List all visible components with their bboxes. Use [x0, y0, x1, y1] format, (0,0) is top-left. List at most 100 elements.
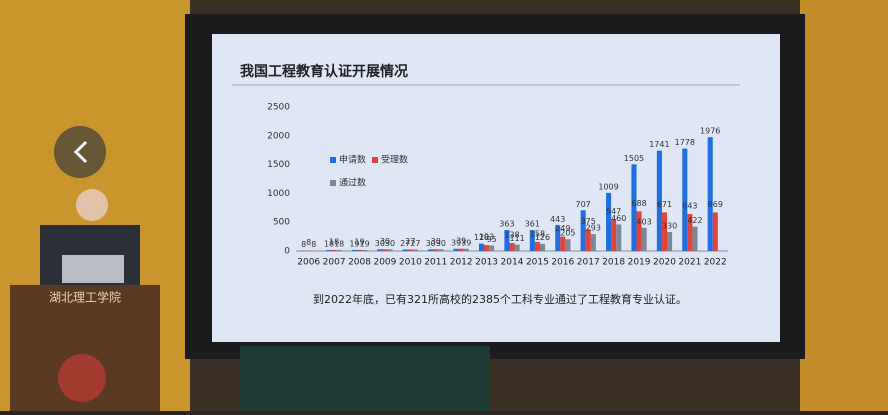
x-tick-label: 2015: [526, 258, 549, 268]
y-tick-label: 1000: [267, 189, 290, 199]
data-label: 403: [637, 217, 652, 226]
bar: [428, 249, 433, 251]
bar: [692, 227, 697, 251]
data-label: 643: [682, 201, 697, 210]
bar: [535, 242, 540, 251]
data-label: 1778: [675, 138, 695, 147]
x-tick-label: 2012: [450, 258, 473, 268]
x-tick-label: 2022: [704, 258, 727, 268]
y-tick-label: 0: [284, 247, 290, 257]
bar: [479, 244, 484, 251]
right-curtain: [800, 0, 888, 411]
data-label: 27: [410, 239, 420, 248]
bar: [591, 234, 596, 251]
y-tick-label: 1500: [267, 160, 290, 170]
data-label: 205: [560, 229, 575, 238]
x-tick-label: 2008: [348, 258, 371, 268]
x-tick-label: 2021: [678, 258, 701, 268]
bar: [382, 249, 387, 251]
x-tick-label: 2010: [399, 258, 422, 268]
bar: [565, 239, 570, 251]
legend-swatch: [330, 180, 336, 186]
bar: [433, 249, 438, 251]
bar: [408, 249, 413, 251]
y-tick-label: 2000: [267, 131, 290, 141]
bar: [662, 212, 667, 251]
bar: [708, 137, 713, 251]
bar: [362, 250, 367, 251]
speaker-head: [76, 189, 108, 221]
bar: [459, 249, 464, 251]
x-tick-label: 2007: [323, 258, 346, 268]
back-button[interactable]: [54, 126, 106, 178]
data-label: 126: [535, 233, 550, 242]
bar: [540, 244, 545, 251]
x-tick-label: 2018: [602, 258, 625, 268]
data-label: 1976: [700, 127, 720, 136]
data-label: 95: [487, 235, 497, 244]
caption: 到2022年底，已有321所高校的2385个工科专业通过了工程教育专业认证。: [313, 292, 687, 306]
x-tick-label: 2014: [501, 258, 524, 268]
data-label: 8: [311, 240, 316, 249]
logo: [58, 354, 106, 402]
legend-swatch: [330, 157, 336, 163]
data-label: 111: [509, 234, 524, 243]
data-label: 293: [586, 224, 601, 233]
bar: [515, 245, 520, 251]
data-label: 422: [687, 216, 702, 225]
bar: [616, 225, 621, 251]
data-label: 330: [662, 221, 677, 230]
bar: [560, 237, 565, 251]
legend-label: 通过数: [339, 177, 366, 189]
laptop: [62, 255, 124, 283]
bar: [352, 250, 357, 251]
bar: [611, 219, 616, 251]
bar: [509, 243, 514, 251]
data-label: 39: [461, 238, 471, 247]
bar: [332, 250, 337, 251]
bar: [464, 249, 469, 251]
x-tick-label: 2017: [577, 258, 600, 268]
data-label: 460: [611, 214, 626, 223]
bar: [454, 249, 459, 251]
bar: [326, 250, 331, 251]
data-label: 19: [360, 239, 370, 248]
data-label: 443: [550, 215, 565, 224]
data-label: 688: [631, 199, 646, 208]
bar: [377, 249, 382, 251]
bar: [667, 232, 672, 251]
bar: [484, 245, 489, 251]
bar: [586, 229, 591, 251]
legend-label: 申请数: [339, 154, 366, 166]
data-label: 30: [436, 239, 446, 248]
data-label: 30: [385, 239, 395, 248]
bar: [357, 250, 362, 251]
bar: [682, 149, 687, 251]
bar: [489, 246, 494, 251]
bar: [713, 212, 718, 251]
data-label: 707: [576, 200, 591, 209]
data-label: 363: [499, 220, 514, 229]
data-label: 1741: [649, 140, 669, 149]
data-label: 1009: [598, 182, 618, 191]
x-tick-label: 2013: [475, 258, 498, 268]
legend-swatch: [372, 157, 378, 163]
x-tick-label: 2011: [424, 258, 447, 268]
podium-text: 湖北理工学院: [49, 290, 121, 305]
table: [240, 346, 490, 411]
y-tick-label: 2500: [267, 103, 290, 113]
bar: [403, 249, 408, 251]
data-label: 361: [525, 220, 540, 229]
x-tick-label: 2009: [373, 258, 396, 268]
data-label: 671: [657, 200, 672, 209]
bar: [438, 249, 443, 251]
x-tick-label: 2016: [551, 258, 574, 268]
bar: [387, 249, 392, 251]
data-label: 1505: [624, 154, 644, 163]
bar: [642, 228, 647, 251]
legend-label: 受理数: [381, 154, 408, 166]
data-label: 669: [708, 200, 723, 209]
bar: [337, 250, 342, 251]
bar: [413, 249, 418, 251]
